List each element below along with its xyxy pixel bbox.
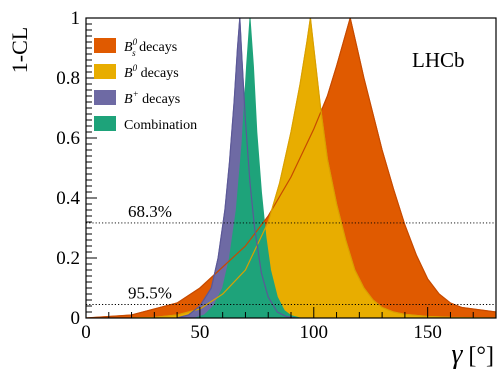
series-areas (86, 17, 496, 318)
reference-line-label: 95.5% (128, 284, 172, 303)
axes: 0 50 100 150 0 0.2 0.4 0.6 0.8 1 1-CL γ [°] (7, 8, 497, 370)
legend-swatch (94, 38, 116, 53)
y-axis-title: 1-CL (7, 27, 32, 73)
legend-entry-label: B0 decays (124, 63, 179, 81)
legend-swatch (94, 116, 116, 131)
y-tick-label: 0 (71, 308, 81, 329)
series-outline-bs (86, 17, 496, 318)
legend-entry-label: B0 s decays (124, 37, 177, 58)
series-area-combination (195, 17, 301, 318)
x-tick-label: 50 (190, 322, 209, 343)
x-tick-label: 0 (81, 322, 91, 343)
y-tick-label: 0.4 (56, 188, 80, 209)
x-tick-label: 150 (413, 322, 442, 343)
legend-swatch (94, 64, 116, 79)
reference-lines: 68.3% 95.5% (86, 202, 496, 305)
y-tick-label: 0.2 (56, 248, 80, 269)
x-axis-title: γ [°] (451, 339, 494, 370)
legend-entry-label: Combination (124, 118, 197, 133)
y-tick-label: 1 (71, 8, 81, 29)
series-outline-b0 (131, 17, 496, 318)
x-tick-label: 100 (300, 322, 329, 343)
legend: B0 s decays B0 decays B+ decays Combination (94, 37, 197, 133)
experiment-tag: LHCb (412, 48, 465, 72)
legend-swatch (94, 90, 116, 105)
y-tick-label: 0.6 (56, 128, 80, 149)
reference-line-label: 68.3% (128, 202, 172, 221)
y-tick-label: 0.8 (56, 68, 80, 89)
legend-entry-label: B+ decays (124, 89, 180, 107)
